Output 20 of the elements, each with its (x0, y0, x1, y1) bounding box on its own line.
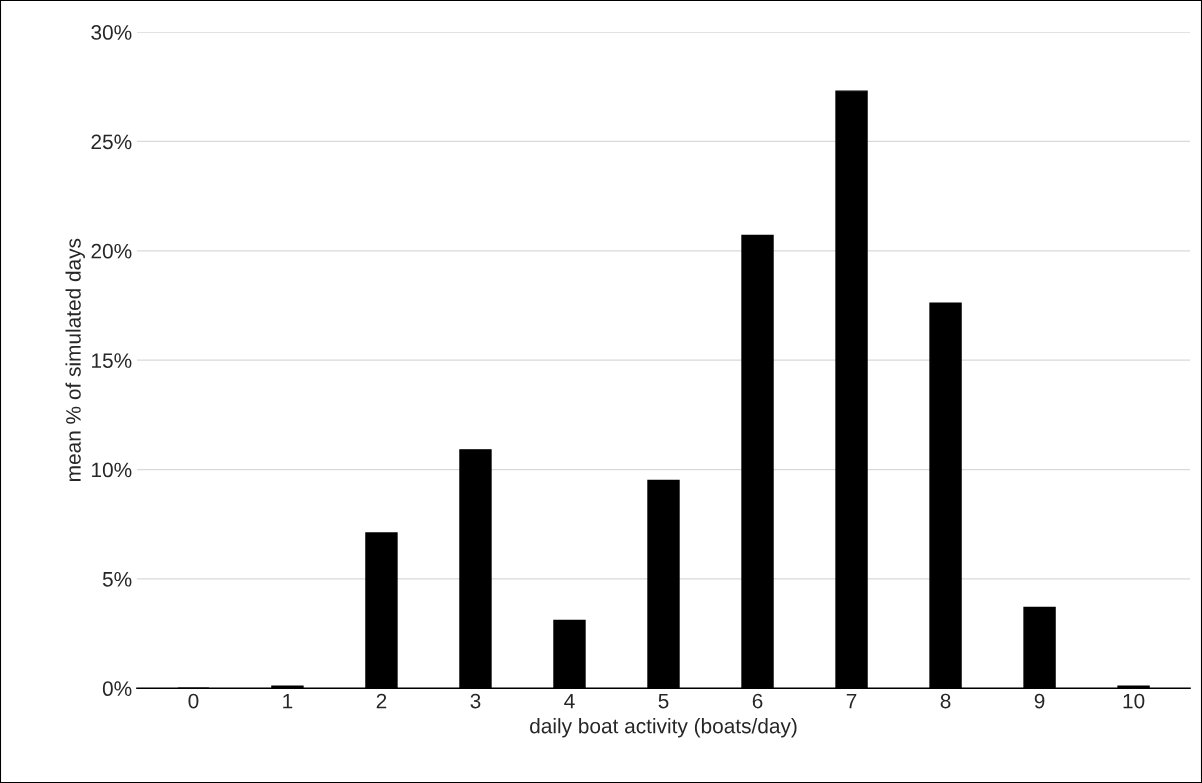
y-tick-label: 5% (102, 571, 132, 587)
y-tick-label: 10% (92, 462, 132, 478)
y-tick-label: 15% (92, 353, 132, 368)
x-tick-label: 4 (564, 693, 575, 709)
x-tick-label: 5 (658, 693, 669, 709)
x-tick-label: 0 (188, 693, 199, 709)
x-tick-label: 2 (376, 693, 387, 709)
y-tick-label: 30% (91, 25, 132, 40)
x-tick-label: 6 (752, 693, 763, 709)
x-tick-label: 10 (1123, 693, 1145, 709)
x-tick-label: 3 (470, 693, 481, 709)
x-tick-label: 8 (940, 693, 951, 709)
y-axis-title: mean % of simulated days (65, 238, 85, 481)
y-tick-label: 25% (91, 134, 132, 150)
x-tick-label: 9 (1034, 693, 1045, 709)
y-tick-label: 20% (91, 243, 132, 259)
x-tick-label: 1 (283, 693, 293, 709)
x-axis-title: daily boat activity (boats/day) (530, 718, 797, 738)
y-tick-label: 0% (102, 681, 132, 697)
x-tick-label: 7 (846, 693, 857, 709)
